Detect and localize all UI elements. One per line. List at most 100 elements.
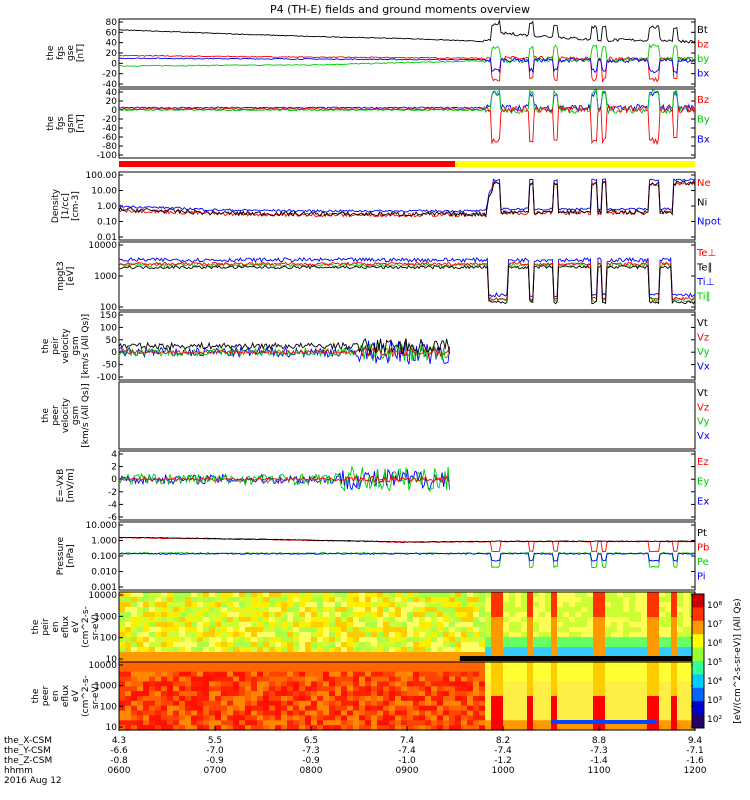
spectrogram-cell (137, 720, 144, 726)
spectrogram-cell (563, 725, 570, 731)
spectrogram-cell (359, 666, 366, 673)
spectrogram-cell (437, 705, 444, 712)
spectrogram-cell (293, 627, 300, 633)
x-axis-row-label: the_Y-CSM (4, 746, 51, 756)
spectrogram-cell (293, 612, 300, 618)
spectrogram-cell (371, 715, 378, 721)
spectrogram-cell (479, 597, 486, 603)
spectrogram-cell (479, 676, 486, 683)
spectrogram-cell (581, 710, 588, 717)
spectrogram-cell (485, 622, 492, 628)
spectrogram-cell (521, 622, 528, 628)
spectrogram-cell (515, 602, 522, 608)
spectrogram-cell (125, 627, 132, 633)
spectrogram-cell (629, 676, 636, 683)
spectrogram-cell (557, 617, 564, 623)
spectrogram-cell (431, 607, 438, 613)
spectrogram-cell (377, 681, 384, 687)
spectrogram-cell (317, 592, 324, 598)
spectrogram-cell (665, 617, 672, 623)
spectrogram-cell (155, 642, 162, 648)
spectrogram-cell (677, 642, 684, 648)
spectrogram-cell (119, 622, 126, 628)
spectrogram-cell (311, 720, 318, 726)
x-tick-label-time: 1100 (588, 766, 611, 776)
spectrogram-cell (233, 607, 240, 613)
spectrogram-cell (641, 681, 648, 687)
spectrogram-cell (341, 662, 348, 668)
spectrogram-cell (491, 676, 498, 683)
spectrogram-cell (323, 657, 330, 663)
spectrogram-cell (683, 696, 690, 702)
spectrogram-cell (581, 705, 588, 712)
spectrogram-cell (533, 612, 540, 618)
spectrogram-cell (605, 700, 612, 707)
spectrogram-cell (599, 637, 606, 643)
spectrogram-cell (557, 710, 564, 717)
spectrogram-cell (227, 622, 234, 628)
spectrogram-cell (185, 652, 192, 658)
spectrogram-cell (497, 632, 504, 638)
spectrogram-cell (413, 720, 420, 726)
spectrogram-cell (425, 622, 432, 628)
spectrogram-cell (653, 671, 660, 678)
spectrogram-cell (245, 725, 252, 731)
spectrogram-cell (335, 637, 342, 643)
spectrogram-cell (401, 592, 408, 598)
spectrogram-cell (611, 681, 618, 687)
spectrogram-cell (641, 637, 648, 643)
spectrogram-cell (467, 617, 474, 623)
spectrogram-cell (539, 686, 546, 692)
spectrogram-cell (569, 627, 576, 633)
spectrogram-cell (209, 696, 216, 702)
spectrogram-cell (575, 622, 582, 628)
x-tick-label-time: 0900 (396, 766, 419, 776)
spectrogram-cell (341, 652, 348, 658)
spectrogram-cell (257, 686, 264, 692)
spectrogram-cell (281, 710, 288, 717)
spectrogram-cell (203, 691, 210, 697)
spectrogram-cell (371, 592, 378, 598)
spectrogram-cell (551, 607, 558, 613)
spectrogram-cell (299, 642, 306, 648)
spectrogram-cell (455, 720, 462, 726)
spectrogram-cell (353, 617, 360, 623)
y-tick-label: 10000 (88, 661, 117, 671)
spectrogram-cell (485, 700, 492, 707)
spectrogram-cell (611, 632, 618, 638)
spectrogram-cell (293, 592, 300, 598)
spectrogram-cell (635, 632, 642, 638)
spectrogram-cell (569, 696, 576, 702)
spectrogram-cell (449, 686, 456, 692)
spectrogram-cell (197, 647, 204, 653)
spectrogram-cell (623, 647, 630, 653)
spectrogram-cell (269, 681, 276, 687)
spectrogram-cell (245, 612, 252, 618)
spectrogram-cell (293, 662, 300, 668)
spectrogram-cell (353, 632, 360, 638)
spectrogram-cell (251, 607, 258, 613)
spectrogram-cell (215, 666, 222, 673)
legend-bz: Bz (697, 95, 709, 106)
spectrogram-cell (173, 627, 180, 633)
spectrogram-cell (209, 720, 216, 726)
spectrogram-cell (149, 622, 156, 628)
spectrogram-cell (203, 627, 210, 633)
spectrogram-cell (203, 607, 210, 613)
spectrogram-cell (419, 700, 426, 707)
spectrogram-cell (515, 725, 522, 731)
spectrogram-cell (191, 681, 198, 687)
spectrogram-cell (425, 642, 432, 648)
spectrogram-cell (521, 666, 528, 673)
spectrogram-cell (185, 681, 192, 687)
spectrogram-cell (293, 725, 300, 731)
spectrogram-cell (671, 627, 678, 633)
y-tick-label: 1000 (94, 612, 117, 622)
spectrogram-cell (311, 632, 318, 638)
spectrogram-cell (521, 602, 528, 608)
spectrogram-cell (131, 617, 138, 623)
spectrogram-cell (407, 696, 414, 702)
spectrogram-cell (251, 617, 258, 623)
spectrogram-cell (569, 662, 576, 668)
